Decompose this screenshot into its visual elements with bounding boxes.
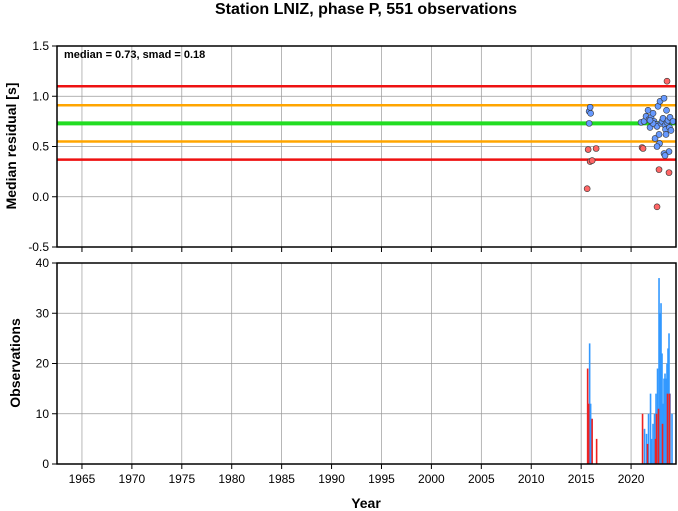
year-tick-label: 1980 — [218, 472, 245, 486]
year-axis-label: Year — [351, 495, 381, 511]
residual-point-red — [663, 77, 671, 85]
observations-ytick-label: 20 — [36, 357, 50, 371]
observation-bar-blue — [652, 423, 654, 464]
residual-axis-label: Median residual [s] — [3, 83, 19, 210]
observations-ytick-label: 10 — [36, 407, 50, 421]
observation-bar-blue — [659, 313, 661, 464]
observation-bar-blue — [653, 413, 656, 464]
year-tick-label: 2005 — [468, 472, 495, 486]
residual-point-red — [583, 185, 591, 193]
observation-bar-red — [591, 418, 593, 464]
observation-bar-blue — [645, 433, 648, 464]
observation-bar-blue — [665, 378, 667, 464]
observation-bar-red — [661, 423, 664, 464]
chart-title: Station LNIZ, phase P, 551 observations — [215, 1, 517, 18]
residual-point-red — [588, 157, 596, 164]
residual-point-blue — [644, 107, 652, 114]
residual-point-red — [592, 145, 600, 152]
year-tick-label: 1990 — [318, 472, 345, 486]
residual-point-red — [655, 166, 663, 173]
year-tick-label: 2010 — [518, 472, 545, 486]
observation-bar-red — [666, 393, 669, 464]
observation-bar-red — [641, 413, 644, 464]
residual-point-blue — [587, 110, 594, 117]
residual-point-blue — [646, 117, 654, 124]
observation-bar-blue — [643, 428, 646, 464]
observation-bar-blue — [664, 373, 666, 464]
residual-ytick-label: 0.5 — [32, 140, 49, 154]
observation-bar-blue — [663, 378, 665, 464]
year-tick-label: 1965 — [69, 472, 96, 486]
observation-bar-red — [595, 438, 598, 464]
residual-point-blue — [663, 107, 670, 114]
residual-point-red — [639, 145, 647, 152]
observation-bar-red — [646, 443, 649, 464]
year-tick-label: 1995 — [368, 472, 395, 486]
observations-panel: 0 10 20 30 40 1965 1970 1975 1980 1985 1990 1995 200… — [36, 256, 677, 486]
year-tick-label: 1985 — [268, 472, 295, 486]
year-tick-label: 1970 — [119, 472, 146, 486]
observation-bar-red — [586, 368, 589, 464]
observation-bar-red — [668, 393, 671, 464]
residual-point-red — [653, 203, 661, 211]
residual-point-blue — [661, 152, 669, 159]
residual-ytick-label: -0.5 — [28, 240, 49, 254]
residual-point-blue — [651, 135, 659, 142]
year-tick-label: 2015 — [568, 472, 595, 486]
observation-bar-blue — [589, 403, 592, 464]
residual-ytick-label: 1.0 — [32, 89, 49, 103]
observation-bar-blue — [656, 368, 659, 464]
residual-ytick-label: 1.5 — [32, 39, 49, 53]
observation-bar-blue — [650, 438, 653, 464]
observations-ytick-label: 0 — [42, 457, 49, 471]
observation-bar-blue — [658, 278, 660, 464]
median-smad-annotation: median = 0.73, smad = 0.18 — [64, 49, 205, 61]
year-tick-label: 1975 — [168, 472, 195, 486]
residual-point-blue — [667, 127, 675, 134]
observation-bar-red — [655, 413, 658, 464]
residual-point-blue — [669, 118, 677, 125]
observation-bar-blue — [671, 413, 673, 464]
residual-point-blue — [660, 94, 668, 102]
residual-point-blue — [585, 120, 593, 127]
observations-axis-label: Observations — [7, 318, 23, 408]
residual-ytick-label: 0.0 — [32, 190, 49, 204]
observations-ytick-label: 40 — [36, 256, 50, 270]
residual-point-blue — [649, 110, 657, 117]
observation-bar-red — [654, 438, 657, 464]
residual-point-blue — [662, 131, 670, 138]
observation-bar-red — [587, 403, 590, 464]
year-tick-label: 2000 — [418, 472, 445, 486]
year-tick-label: 2020 — [618, 472, 645, 486]
residual-point-blue — [653, 143, 661, 150]
observation-bar-blue — [649, 393, 652, 464]
observation-bar-red — [657, 408, 660, 464]
residual-panel: -0.5 0.0 0.5 1.0 1.5 — [28, 39, 677, 254]
observation-bar-blue — [661, 353, 663, 464]
residual-point-red — [584, 146, 592, 153]
observation-bar-blue — [588, 343, 591, 464]
residual-point-red — [665, 169, 673, 176]
observation-bar-blue — [660, 303, 662, 464]
observations-ytick-label: 30 — [36, 306, 50, 320]
residual-point-blue — [586, 104, 594, 111]
observation-bar-blue — [647, 413, 650, 464]
residual-point-blue — [655, 131, 663, 138]
